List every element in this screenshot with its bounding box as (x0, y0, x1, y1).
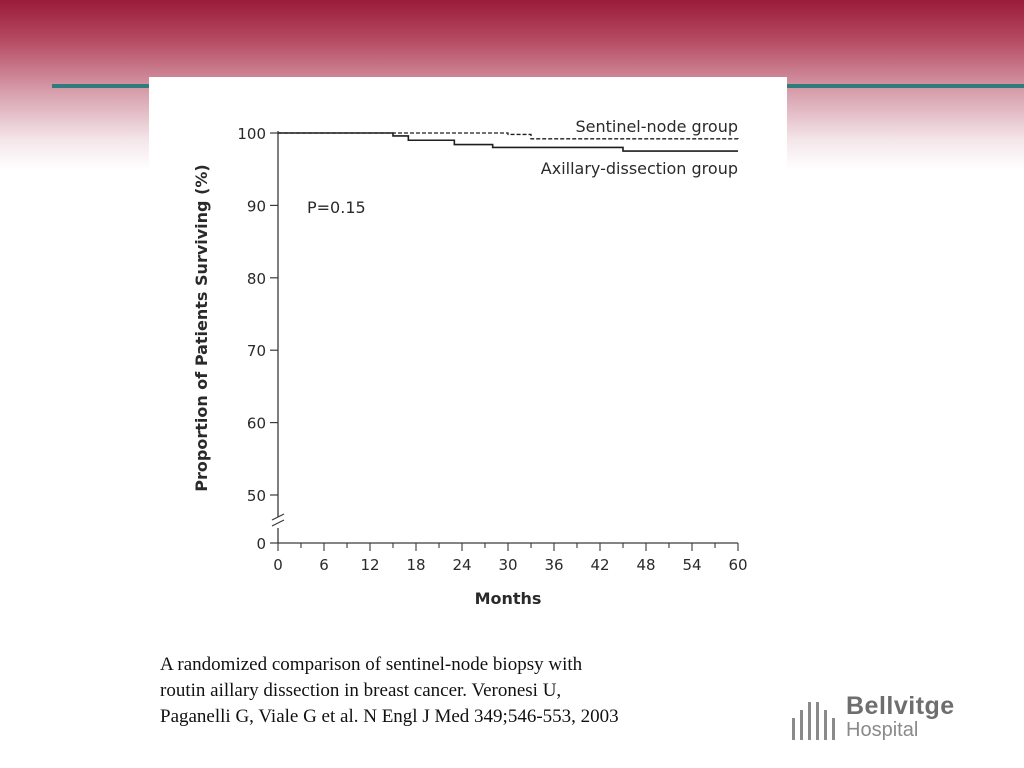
caption-line: A randomized comparison of sentinel-node… (160, 654, 583, 675)
y-tick-label: 60 (247, 415, 266, 433)
x-tick-label: 48 (636, 556, 655, 574)
x-tick-label: 12 (360, 556, 379, 574)
series-label-sentinel: Sentinel-node group (575, 117, 738, 136)
x-tick-label: 36 (544, 556, 563, 574)
axis-break-mark (271, 519, 285, 527)
logo-name: Bellvitge (846, 692, 955, 720)
y-tick-label: 90 (247, 197, 266, 215)
x-axis-label: Months (475, 589, 542, 608)
x-tick-label: 0 (273, 556, 283, 574)
p-value-annotation: P=0.15 (307, 198, 366, 217)
y-tick-label: 50 (247, 487, 266, 505)
y-tick-label: 70 (247, 342, 266, 360)
series-label-axillary: Axillary-dissection group (541, 159, 738, 178)
caption-line: Paganelli G, Viale G et al. N Engl J Med… (160, 706, 619, 727)
y-tick-label: 0 (256, 535, 266, 553)
logo-bars-icon (790, 700, 836, 740)
y-tick-label: 80 (247, 270, 266, 288)
x-tick-label: 42 (590, 556, 609, 574)
x-tick-label: 30 (498, 556, 517, 574)
sentinel-node-curve (278, 132, 739, 141)
caption-line: routin aillary dissection in breast canc… (160, 680, 562, 701)
hospital-logo: Bellvitge Hospital (790, 690, 990, 746)
x-tick-label: 54 (682, 556, 701, 574)
axis-break-mark (271, 513, 285, 521)
axillary-dissection-curve (278, 132, 738, 152)
y-axis-label: Proportion of Patients Surviving (%) (192, 164, 211, 491)
survival-chart: 0 50 60 70 80 90 100 0 6 12 18 24 30 36 42 48 54 60 Months… (192, 117, 748, 608)
x-tick-label: 6 (319, 556, 329, 574)
x-tick-label: 18 (406, 556, 425, 574)
citation-caption: A randomized comparison of sentinel-node… (160, 652, 760, 730)
y-tick-label: 100 (237, 125, 266, 143)
x-tick-label: 60 (728, 556, 747, 574)
x-tick-label: 24 (452, 556, 471, 574)
figure-panel: 0 50 60 70 80 90 100 0 6 12 18 24 30 36 42 48 54 60 Months… (149, 77, 787, 625)
logo-subtitle: Hospital (846, 719, 919, 741)
